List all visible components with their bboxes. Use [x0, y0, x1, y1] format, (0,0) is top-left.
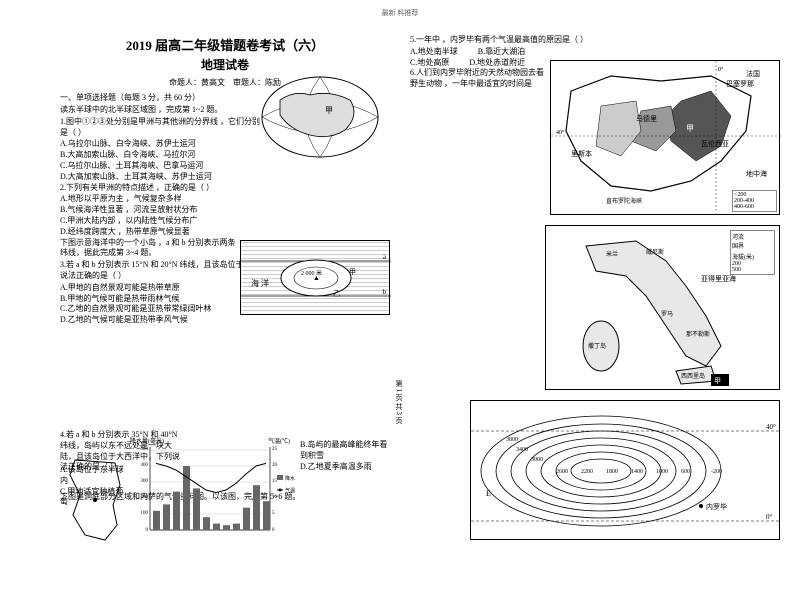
ltick-0: 500	[141, 447, 149, 452]
q2-option-c: C.甲洲大陆内部 ，以内陆性气候分布广	[60, 216, 390, 227]
q1-option-d: D.大高加索山脉、土耳其海峡、苏伊士运河	[60, 172, 390, 183]
ocean-label: 海 洋	[251, 278, 269, 288]
question-2: 2.下列有关甲洲的特点描述 ，正确的是（ ）	[60, 183, 390, 194]
spain-city-3: 瓦伦西亚	[701, 139, 729, 148]
rtick-5: 0	[272, 528, 275, 533]
cv6: 2600	[556, 469, 568, 475]
island-b-label: b	[383, 288, 387, 296]
italy-scale-1: 500	[732, 267, 773, 273]
spain-map: 40° 0° 巴塞罗那 马德里 里斯本 瓦伦西亚 直布罗陀海峡 法国 地中海 甲…	[550, 60, 780, 215]
spain-legend: <200 200-400 400-600	[732, 190, 777, 212]
spain-label-2: 甲	[686, 124, 694, 133]
intro-q3-4: 下图示意海洋中的一个小岛 ，a 和 b 分别表示两条纬线，据此完成第 3~4 题…	[60, 238, 240, 260]
author-1: 黄高文	[201, 78, 225, 87]
italy-island-0: 撒丁岛	[588, 342, 606, 350]
globe-figure: 甲	[260, 75, 380, 160]
island-yi: 乙	[333, 290, 340, 298]
region-outline-map	[65, 455, 125, 545]
italy-city-1: 威尼斯	[646, 248, 664, 256]
q4-option-b: B.岛屿的最高峰能终年看到积雪	[300, 440, 390, 462]
header-mark: 最新 料推荐	[382, 8, 419, 18]
left-axis-label: 降水量(毫米)	[130, 437, 164, 445]
q5-option-a: A.地处南半球	[410, 47, 458, 58]
italy-jia: 甲	[714, 377, 721, 385]
q5-option-d: D.地处赤道附近	[469, 58, 525, 69]
cv3: 1400	[631, 469, 643, 475]
spain-city-4: 直布罗陀海峡	[606, 197, 642, 205]
cv7: 3000	[531, 457, 543, 463]
exam-title: 2019 届高二年级错题卷考试（六）	[60, 35, 390, 54]
spain-city-2: 里斯本	[571, 149, 592, 158]
globe-label-jia: 甲	[325, 106, 333, 115]
italy-legend: 河流 国界 海拔(米) 200 500	[730, 230, 775, 275]
spain-label-0: 法国	[746, 69, 760, 78]
question-6: 6.人们到内罗毕附近的天然动物园去看野生动物 ，一年中最适宜的时间是	[410, 68, 550, 90]
island-a-label: a	[383, 253, 387, 261]
island-figure: a b 海 洋 2 000 米 甲 乙 ▲	[240, 240, 390, 315]
italy-map: 米兰 威尼斯 罗马 那不勒斯 亚得里亚海 撒丁岛 西西里岛 甲 河流 国界 海拔…	[545, 225, 780, 390]
rtick-0: 25	[272, 447, 278, 452]
question-1: 1.图中①②③处分别是甲洲与其他洲的分界线 ，它们分别是（ ）	[60, 117, 260, 139]
q2-option-a: A.地形以平原为主 ，气候复杂多样	[60, 194, 390, 205]
contour-e: E	[486, 489, 491, 498]
italy-island-1: 西西里岛	[681, 372, 705, 380]
q4-option-d: D.乙地夏季高温多雨	[300, 462, 390, 473]
cv0: -200	[711, 469, 722, 475]
q5-option-b: B.靠近大湖泊	[478, 47, 525, 58]
rtick-1: 20	[272, 463, 278, 468]
climate-chart: 降水量(毫米) 气温(℃) 500 400 300 200 100 0 25 2…	[125, 435, 295, 545]
ltick-1: 400	[141, 463, 149, 468]
italy-city-2: 罗马	[661, 310, 673, 318]
contour-lat2: 0°	[766, 513, 773, 521]
italy-sea: 亚得里亚海	[701, 274, 736, 283]
cv8: 3400	[516, 447, 528, 453]
spain-label-1: 地中海	[746, 169, 767, 178]
question-5: 5.一年中 ，内罗毕有两个气温最高值的原因是（ ）	[410, 35, 780, 46]
contour-lat1: 40°	[766, 423, 776, 431]
rtick-4: 5	[272, 511, 275, 516]
cv9: 3800	[506, 437, 518, 443]
q3-option-d: D.乙地的气候可能是亚热带季风气候	[60, 315, 390, 326]
page-divider-text: 第 1 页 共 3 页	[395, 380, 403, 424]
ltick-3: 200	[141, 495, 149, 500]
exam-subtitle: 地理试卷	[60, 56, 390, 73]
author-label-1: 命题人：	[169, 78, 201, 87]
ltick-4: 100	[141, 511, 149, 516]
cv1: 600	[681, 469, 690, 475]
spain-lat: 40°	[556, 129, 565, 136]
ltick-2: 300	[141, 479, 149, 484]
italy-legend-river: 河流	[732, 232, 773, 241]
spain-lon: 0°	[718, 66, 724, 73]
legend-z2: 400-600	[734, 204, 775, 210]
chart-line	[156, 463, 266, 492]
contour-map: 40° 0° E 内罗毕 -200 600 1000 1400 1800 220…	[470, 400, 780, 540]
cv2: 1000	[656, 469, 668, 475]
contour-nairobi: 内罗毕	[706, 502, 727, 511]
svg-text:▲: ▲	[313, 274, 320, 282]
spain-city-0: 巴塞罗那	[726, 79, 754, 88]
q2-option-b: B.气候海洋性显著 ，河流呈放射状分布	[60, 205, 390, 216]
rtick-3: 10	[272, 495, 278, 500]
cv4: 1800	[606, 469, 618, 475]
italy-city-3: 那不勒斯	[686, 330, 710, 338]
spain-city-1: 马德里	[636, 114, 657, 123]
legend-precip: 降水	[285, 475, 295, 482]
q1-option-c: C.乌拉尔山脉、土耳其海峡、巴拿马运河	[60, 161, 390, 172]
q2-option-d: D.经纬度跨度大 ，热带草原气候显著	[60, 227, 390, 238]
italy-scale-label: 海拔(米)	[732, 252, 773, 261]
island-jia: 甲	[349, 268, 356, 276]
right-axis-label: 气温(℃)	[268, 437, 290, 445]
cv5: 2200	[581, 469, 593, 475]
rtick-2: 15	[272, 479, 278, 484]
italy-legend-border: 国界	[732, 241, 773, 250]
q5-option-c: C.地处高原	[410, 58, 449, 69]
legend-temp: 气温	[285, 487, 295, 494]
ltick-5: 0	[146, 528, 149, 533]
italy-city-0: 米兰	[606, 250, 618, 258]
